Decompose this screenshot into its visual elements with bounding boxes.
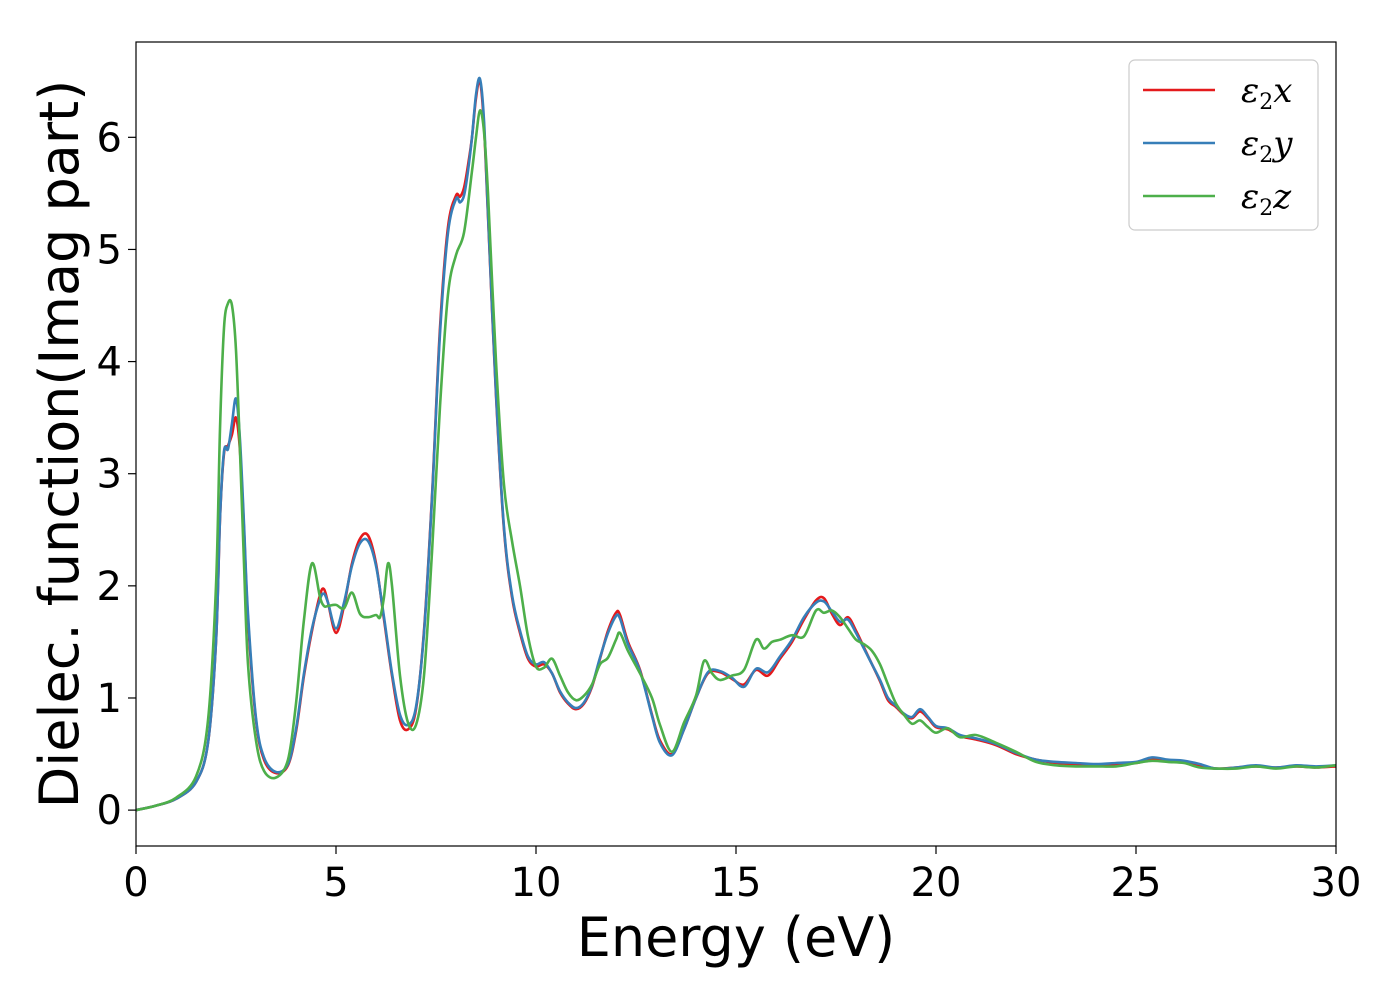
x-axis: 0 5 10 15 20 25 30 bbox=[123, 846, 1361, 906]
x-tick-label: 10 bbox=[511, 860, 562, 906]
legend-box bbox=[1128, 59, 1319, 231]
x-tick-label: 30 bbox=[1311, 860, 1362, 906]
y-tick-label: 3 bbox=[97, 452, 122, 498]
y-tick-label: 0 bbox=[97, 788, 122, 834]
x-tick-label: 20 bbox=[911, 860, 962, 906]
x-tick-label: 0 bbox=[123, 860, 148, 906]
y-tick-label: 5 bbox=[97, 227, 122, 273]
y-tick-label: 2 bbox=[97, 564, 122, 610]
y-tick-label: 1 bbox=[97, 676, 122, 722]
x-tick-label: 15 bbox=[711, 860, 762, 906]
y-tick-label: 6 bbox=[97, 115, 122, 161]
x-axis-label: Energy (eV) bbox=[577, 906, 896, 969]
y-axis-label: Dielec. function(Imag part) bbox=[28, 80, 91, 809]
y-axis: 0 1 2 3 4 5 6 bbox=[97, 115, 136, 834]
series-line-z bbox=[136, 109, 1336, 812]
x-tick-label: 5 bbox=[323, 860, 348, 906]
legend-entry: ε2z bbox=[1241, 177, 1292, 221]
x-tick-label: 25 bbox=[1111, 860, 1162, 906]
y-tick-label: 4 bbox=[97, 340, 122, 386]
legend-entry: ε2x bbox=[1241, 71, 1292, 115]
legend: ε2x ε2y ε2z bbox=[1128, 59, 1319, 231]
legend-entry: ε2y bbox=[1241, 124, 1293, 168]
